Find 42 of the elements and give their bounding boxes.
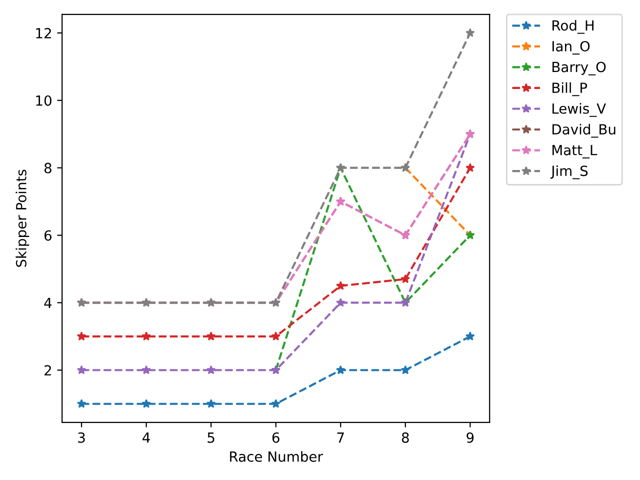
point bbox=[271, 332, 280, 340]
y-tick-label: 6 bbox=[44, 230, 52, 241]
x-tick-label: 5 bbox=[208, 432, 214, 443]
point bbox=[142, 398, 151, 408]
x-tick-label: 6 bbox=[272, 432, 280, 443]
legend-label: Rod_H bbox=[552, 20, 594, 34]
legend-label: Bill_P bbox=[552, 82, 588, 96]
point bbox=[206, 398, 216, 408]
point bbox=[336, 280, 346, 290]
x-tick-label: 9 bbox=[466, 432, 474, 443]
point bbox=[466, 28, 475, 38]
point bbox=[206, 332, 216, 340]
y-tick-label: 8 bbox=[44, 162, 52, 174]
y-tick-label: 2 bbox=[44, 365, 51, 376]
legend-label: Lewis_V bbox=[552, 103, 606, 117]
legend-label: Jim_S bbox=[550, 165, 588, 180]
legend-label: Matt_L bbox=[552, 145, 598, 158]
point bbox=[76, 332, 86, 340]
point bbox=[142, 365, 151, 374]
x-tick-label: 8 bbox=[402, 432, 409, 443]
legend-label: Ian_O bbox=[552, 40, 590, 55]
x-axis-title: Race Number bbox=[230, 451, 323, 462]
x-tick-label: 7 bbox=[337, 432, 344, 443]
y-tick-label: 12 bbox=[36, 28, 51, 38]
legend-label: Barry_O bbox=[552, 62, 606, 76]
y-tick-label: 10 bbox=[36, 95, 52, 106]
point bbox=[400, 365, 410, 374]
point bbox=[76, 398, 86, 408]
y-tick-label: 4 bbox=[44, 298, 52, 308]
point bbox=[466, 332, 475, 340]
x-tick-label: 4 bbox=[142, 432, 150, 443]
x-tick-label: 3 bbox=[78, 432, 85, 443]
point bbox=[206, 365, 216, 374]
point bbox=[76, 365, 86, 374]
y-axis-title: Skipper Points bbox=[16, 170, 30, 267]
point bbox=[336, 298, 346, 307]
point bbox=[466, 162, 475, 172]
point bbox=[142, 332, 151, 340]
point bbox=[271, 398, 280, 408]
point bbox=[400, 274, 410, 284]
legend-label: David_Bu bbox=[552, 124, 616, 138]
point bbox=[336, 365, 346, 374]
